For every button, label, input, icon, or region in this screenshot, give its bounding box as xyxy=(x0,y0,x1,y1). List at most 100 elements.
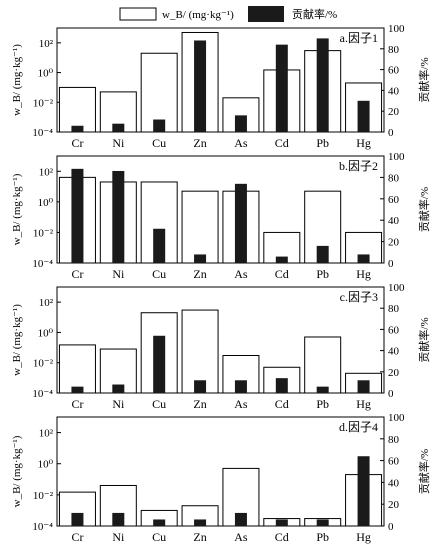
right-tick-label: 0 xyxy=(388,521,394,533)
left-axis-label: w_B/ (mg·kg⁻¹) xyxy=(11,173,23,245)
legend: w_B/ (mg·kg⁻¹) 贡献率/% xyxy=(119,6,337,22)
panels: 10² 10⁰ 10⁻² 10⁻⁴ 100 80 60 40 20 0 Cr Ni Cu Zn As Cd Pb… xyxy=(11,23,431,544)
solid-bar-cr xyxy=(71,168,84,263)
left-tick-label: 10⁰ xyxy=(38,197,54,209)
category-label: Cu xyxy=(152,136,166,150)
solid-bar-hg xyxy=(357,100,370,132)
panel-title: b.因子2 xyxy=(339,159,378,173)
solid-bar-as xyxy=(234,512,247,526)
category-label: Hg xyxy=(356,267,371,281)
plot-frame xyxy=(56,27,385,133)
category-label: Ni xyxy=(112,136,125,150)
right-tick-label: 60 xyxy=(388,456,400,468)
category-label: Pb xyxy=(316,397,329,411)
category-label: Cu xyxy=(152,397,166,411)
legend-open-label: w_B/ (mg·kg⁻¹) xyxy=(162,9,234,21)
left-tick-label: 10² xyxy=(39,166,54,178)
left-tick-label: 10⁰ xyxy=(38,68,54,80)
category-label: As xyxy=(234,530,248,544)
category-label: Zn xyxy=(193,530,206,544)
left-tick-label: 10⁻² xyxy=(33,490,54,502)
right-tick-label: 40 xyxy=(388,85,400,97)
right-tick-label: 100 xyxy=(388,282,405,294)
solid-bar-as xyxy=(234,380,247,393)
solid-bar-ni xyxy=(112,384,125,393)
open-bar-zn xyxy=(181,309,219,394)
right-tick-label: 100 xyxy=(388,23,405,35)
left-tick-label: 10⁻⁴ xyxy=(32,127,53,139)
category-label: Cd xyxy=(275,530,289,544)
left-tick-label: 10² xyxy=(39,297,54,309)
right-axis-label: 贡献率/% xyxy=(417,187,431,232)
right-tick-label: 20 xyxy=(388,106,400,118)
open-bar-cr xyxy=(58,344,96,394)
left-tick-label: 10⁻² xyxy=(33,358,54,370)
solid-bar-cr xyxy=(71,512,84,526)
category-label: As xyxy=(234,397,248,411)
open-bar-cr xyxy=(58,86,96,133)
solid-bar-cr xyxy=(71,125,84,132)
category-label: Hg xyxy=(356,530,371,544)
solid-bar-zn xyxy=(194,380,207,393)
open-bar-cu xyxy=(140,52,178,133)
solid-bar-ni xyxy=(112,512,125,526)
panel-title: c.因子3 xyxy=(340,290,378,304)
left-tick-label: 10⁻² xyxy=(33,97,54,109)
category-label: As xyxy=(234,267,248,281)
solid-bar-zn xyxy=(194,519,207,526)
right-tick-label: 0 xyxy=(388,258,394,270)
right-tick-label: 20 xyxy=(388,237,400,249)
right-tick-label: 40 xyxy=(388,477,400,489)
solid-bar-cu xyxy=(153,119,166,132)
right-tick-label: 80 xyxy=(388,303,400,315)
category-label: Ni xyxy=(112,267,125,281)
solid-bar-pb xyxy=(316,386,329,393)
right-tick-label: 0 xyxy=(388,127,394,139)
left-tick-label: 10² xyxy=(39,38,54,50)
right-tick-label: 100 xyxy=(388,151,405,163)
solid-bar-cd xyxy=(275,519,288,526)
right-axis-label: 贡献率/% xyxy=(417,317,431,362)
chart-panel-1: 10² 10⁰ 10⁻² 10⁻⁴ 100 80 60 40 20 0 Cr Ni Cu Zn As Cd Pb… xyxy=(11,23,431,150)
category-label: Cr xyxy=(71,530,83,544)
solid-bar-hg xyxy=(357,380,370,393)
solid-bar-cu xyxy=(153,519,166,526)
panel-title: d.因子4 xyxy=(339,420,378,434)
right-axis-label: 贡献率/% xyxy=(417,449,431,494)
solid-bar-as xyxy=(234,115,247,132)
category-label: Hg xyxy=(356,397,371,411)
category-label: Cd xyxy=(275,267,289,281)
category-label: Cd xyxy=(275,397,289,411)
legend-solid-label: 贡献率/% xyxy=(292,7,337,21)
solid-bar-hg xyxy=(357,254,370,263)
right-tick-label: 80 xyxy=(388,434,400,446)
category-label: Cd xyxy=(275,136,289,150)
category-label: Ni xyxy=(112,530,125,544)
chart-panel-4: 10² 10⁰ 10⁻² 10⁻⁴ 100 80 60 40 20 0 Cr Ni Cu Zn As Cd Pb… xyxy=(11,412,431,544)
solid-bar-ni xyxy=(112,170,125,263)
category-label: Cr xyxy=(71,397,83,411)
legend-open-swatch xyxy=(119,7,157,21)
right-tick-label: 100 xyxy=(388,412,405,424)
solid-bar-zn xyxy=(194,40,207,133)
category-label: Cu xyxy=(152,530,166,544)
solid-bar-cd xyxy=(275,44,288,132)
chart-panel-3: 10² 10⁰ 10⁻² 10⁻⁴ 100 80 60 40 20 0 Cr Ni Cu Zn As Cd Pb… xyxy=(11,282,431,411)
category-label: Zn xyxy=(193,267,206,281)
solid-bar-pb xyxy=(316,519,329,526)
right-tick-label: 40 xyxy=(388,215,400,227)
right-axis-label: 贡献率/% xyxy=(417,57,431,102)
right-tick-label: 80 xyxy=(388,172,400,184)
right-tick-label: 20 xyxy=(388,499,400,511)
category-label: Zn xyxy=(193,136,206,150)
left-axis-label: w_B/ (mg·kg⁻¹) xyxy=(11,304,23,376)
solid-bar-pb xyxy=(316,245,329,263)
solid-bar-cu xyxy=(153,228,166,263)
right-tick-label: 0 xyxy=(388,388,394,400)
category-label: Pb xyxy=(316,136,329,150)
category-label: Cu xyxy=(152,267,166,281)
right-tick-label: 60 xyxy=(388,324,400,336)
plot-frame xyxy=(56,286,385,394)
left-tick-label: 10² xyxy=(39,428,54,440)
